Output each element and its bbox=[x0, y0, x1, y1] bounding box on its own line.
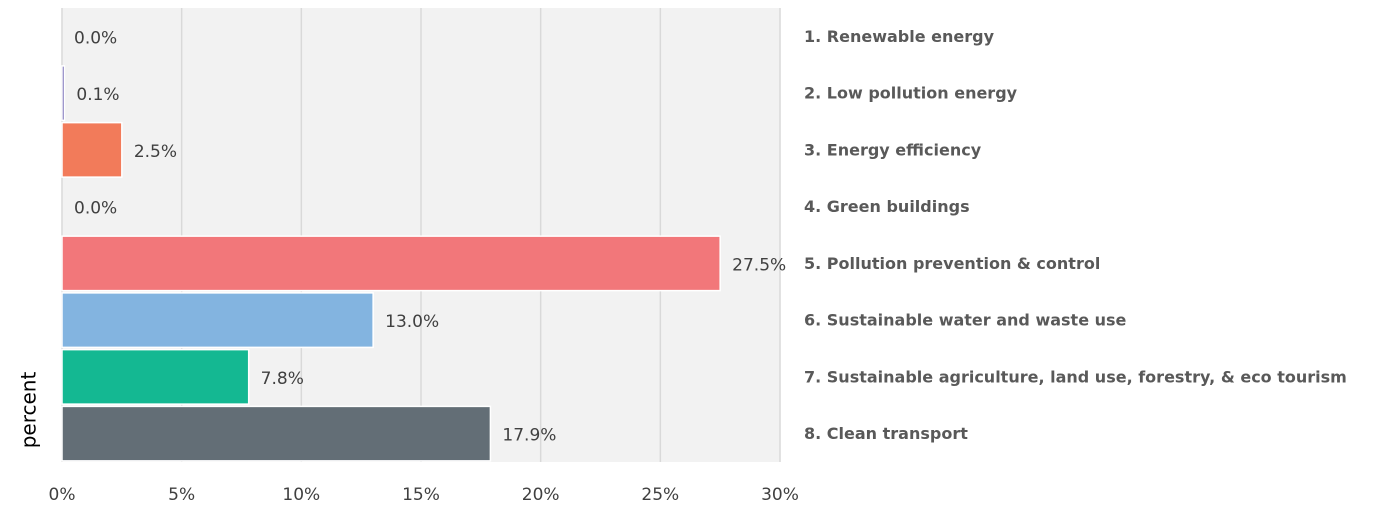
value-label: 2.5% bbox=[134, 142, 177, 162]
bar bbox=[61, 235, 721, 292]
category-label: 3. Energy efficiency bbox=[804, 140, 982, 159]
value-label: 13.0% bbox=[385, 312, 439, 332]
axis-label: percent bbox=[17, 372, 41, 449]
bar bbox=[61, 348, 250, 405]
x-tick-label: 0% bbox=[49, 485, 76, 505]
value-label: 0.1% bbox=[76, 85, 119, 105]
x-tick-label: 5% bbox=[168, 485, 195, 505]
category-label: 8. Clean transport bbox=[804, 424, 968, 443]
value-label: 17.9% bbox=[502, 426, 556, 446]
bar bbox=[61, 405, 492, 462]
value-label: 0.0% bbox=[74, 199, 117, 219]
x-tick-label: 10% bbox=[282, 485, 320, 505]
x-tick-label: 30% bbox=[761, 485, 799, 505]
bar bbox=[61, 65, 66, 122]
x-tick-label: 20% bbox=[522, 485, 560, 505]
category-label: 2. Low pollution energy bbox=[804, 84, 1018, 103]
category-label: 1. Renewable energy bbox=[804, 27, 995, 46]
category-label: 4. Green buildings bbox=[804, 197, 970, 216]
value-label: 27.5% bbox=[732, 255, 786, 275]
value-label: 7.8% bbox=[261, 369, 304, 389]
bar bbox=[61, 292, 374, 349]
value-label: 0.0% bbox=[74, 28, 117, 48]
x-tick-label: 15% bbox=[402, 485, 440, 505]
category-label: 6. Sustainable water and waste use bbox=[804, 311, 1127, 330]
category-label: 7. Sustainable agriculture, land use, fo… bbox=[804, 367, 1347, 386]
bar bbox=[61, 121, 123, 178]
category-label: 5. Pollution prevention & control bbox=[804, 254, 1100, 273]
x-tick-label: 25% bbox=[641, 485, 679, 505]
